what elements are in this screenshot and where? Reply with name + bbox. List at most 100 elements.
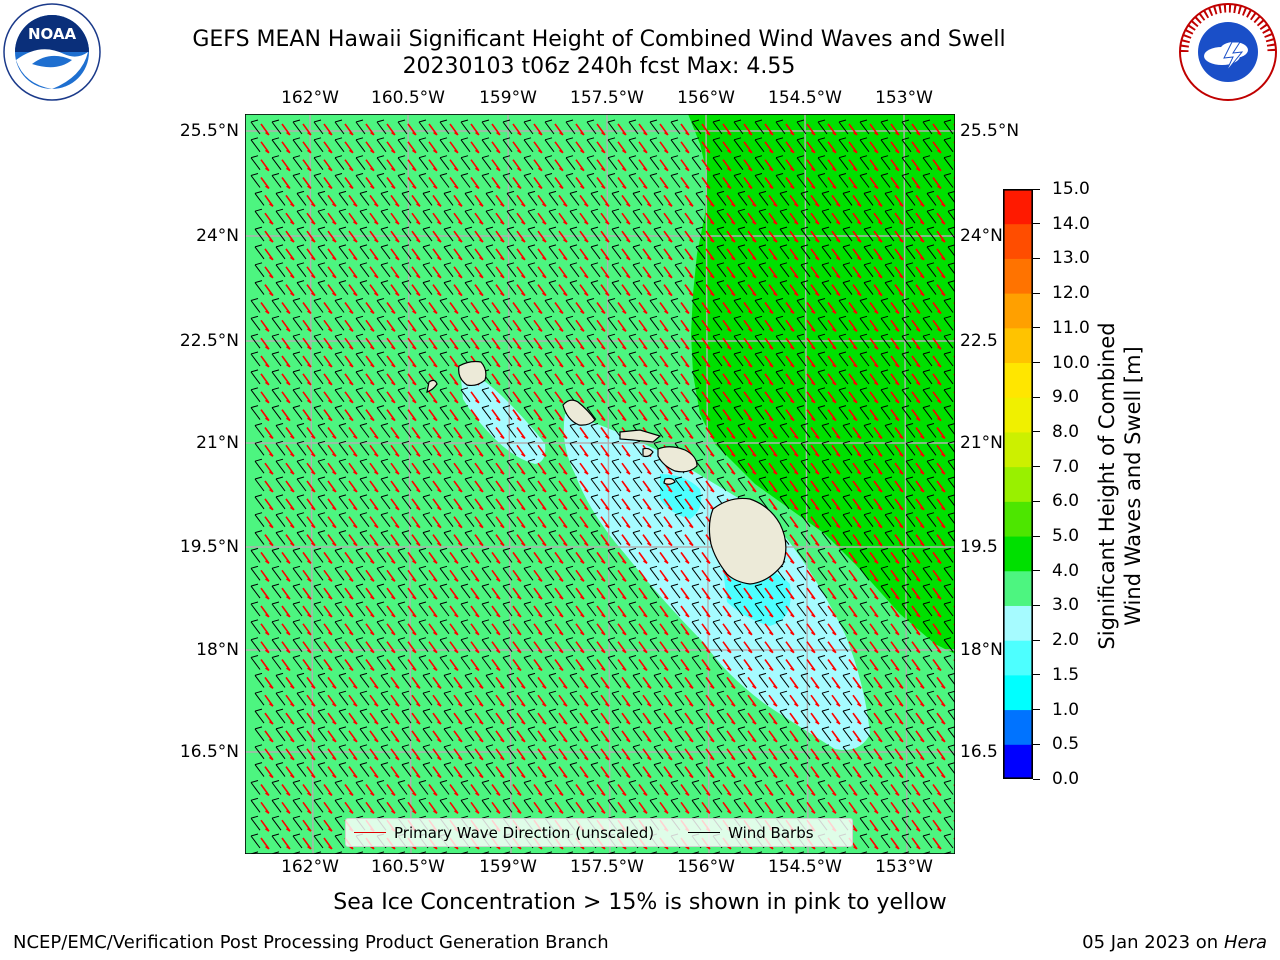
wave-direction-arrows — [260, 123, 955, 850]
colorbar-tick-label: 10.0 — [1052, 352, 1090, 373]
lon-label-top-0: 162°W — [281, 88, 339, 108]
colorbar-segment — [1003, 258, 1033, 294]
colorbar-segment — [1003, 327, 1033, 364]
colorbar-tick-label: 3.0 — [1052, 595, 1080, 616]
colorbar-segment — [1003, 501, 1033, 537]
map-legend: Primary Wave Direction (unscaled) Wind B… — [345, 818, 853, 847]
colorbar-tick-label: 11.0 — [1052, 317, 1090, 338]
lon-label-top-3: 157.5°W — [570, 88, 644, 108]
lat-label-left-3: 21°N — [196, 433, 239, 453]
colorbar-segment — [1003, 536, 1033, 572]
colorbar-tick-label: 13.0 — [1052, 248, 1090, 269]
lat-label-right-5: 18°N — [960, 640, 1003, 660]
colorbar-tick-label: 8.0 — [1052, 421, 1080, 442]
footer-date-text: 05 Jan 2023 on — [1082, 932, 1219, 953]
colorbar-tick-mark — [1033, 778, 1040, 780]
colorbar-tick-mark — [1033, 639, 1040, 641]
wave-direction-legend-label: Primary Wave Direction (unscaled) — [394, 823, 655, 842]
colorbar-tick-label: 0.5 — [1052, 734, 1080, 755]
lon-label-top-6: 153°W — [875, 88, 933, 108]
island-kahoolawe — [663, 477, 676, 485]
colorbar-tick-mark — [1033, 188, 1040, 190]
lon-label-bottom-0: 162°W — [281, 857, 339, 877]
colorbar-tick-mark — [1033, 500, 1040, 502]
colorbar-label-line1: Significant Height of Combined — [1095, 322, 1119, 650]
wave-height-map — [245, 114, 955, 854]
noaa-logo: NOAA — [3, 3, 101, 101]
colorbar-tick-mark — [1033, 292, 1040, 294]
colorbar-segment — [1003, 674, 1033, 711]
colorbar-segment — [1003, 744, 1033, 779]
footer-credit: NCEP/EMC/Verification Post Processing Pr… — [13, 932, 609, 953]
colorbar-tick-mark — [1033, 570, 1040, 572]
colorbar-tick-mark — [1033, 604, 1040, 606]
colorbar-segment — [1003, 640, 1033, 676]
colorbar-segment — [1003, 397, 1033, 433]
colorbar-tick-label: 6.0 — [1052, 491, 1080, 512]
colorbar-tick-label: 14.0 — [1052, 213, 1090, 234]
colorbar-segment — [1003, 189, 1033, 225]
colorbar-label: Significant Height of Combined Wind Wave… — [1094, 322, 1146, 649]
lat-label-right-3: 21°N — [960, 433, 1003, 453]
colorbar-tick-mark — [1033, 709, 1040, 711]
colorbar-tick-label: 5.0 — [1052, 526, 1080, 547]
colorbar-tick-label: 0.0 — [1052, 769, 1080, 789]
lon-label-top-2: 159°W — [479, 88, 537, 108]
chart-title: GEFS MEAN Hawaii Significant Height of C… — [192, 27, 1006, 52]
colorbar-segment — [1003, 362, 1033, 398]
colorbar-segment — [1003, 431, 1033, 468]
wind-barb-legend-label: Wind Barbs — [728, 823, 814, 842]
colorbar-label-line2: Wind Waves and Swell [m] — [1121, 346, 1145, 626]
wind-barb-swatch — [688, 832, 721, 833]
colorbar-tick-mark — [1033, 223, 1040, 225]
lon-label-top-1: 160.5°W — [371, 88, 445, 108]
colorbar-tick-label: 2.0 — [1052, 630, 1080, 651]
colorbar-tick-mark — [1033, 743, 1040, 745]
colorbar-tick-mark — [1033, 431, 1040, 433]
colorbar-tick-mark — [1033, 535, 1040, 537]
lat-label-left-5: 18°N — [196, 640, 239, 660]
colorbar-tick-mark — [1033, 674, 1040, 676]
lat-label-right-1: 24°N — [960, 226, 1003, 246]
chart-subtitle: 20230103 t06z 240h fcst Max: 4.55 — [402, 54, 796, 79]
island-niihau — [426, 379, 438, 393]
colorbar-tick-label: 1.5 — [1052, 664, 1080, 685]
footer-date: 05 Jan 2023 on Hera — [1082, 932, 1267, 953]
lon-label-bottom-3: 157.5°W — [570, 857, 644, 877]
colorbar-tick-label: 12.0 — [1052, 283, 1090, 304]
colorbar-tick-mark — [1033, 257, 1040, 259]
colorbar-segment — [1003, 570, 1033, 606]
lat-label-left-4: 19.5°N — [179, 537, 239, 557]
lat-label-right-0: 25.5°N — [960, 121, 1020, 141]
wave-field-2-3m-main — [563, 414, 870, 750]
lat-label-left-1: 24°N — [196, 226, 239, 246]
lat-label-right-4: 19.5 — [960, 537, 998, 557]
lat-label-left-6: 16.5°N — [179, 742, 239, 762]
island-molokai — [619, 429, 662, 443]
lon-label-top-5: 154.5°W — [768, 88, 842, 108]
wave-field-2-3m-kauai — [460, 369, 546, 464]
islands — [426, 360, 787, 585]
lon-label-bottom-4: 156°W — [677, 857, 735, 877]
colorbar-tick-mark — [1033, 327, 1040, 329]
colorbar-segment — [1003, 605, 1033, 641]
wind-barb-glyphs — [250, 119, 955, 854]
lat-label-left-0: 25.5°N — [179, 121, 239, 141]
lat-label-right-2: 22.5 — [960, 331, 998, 351]
colorbar-tick-mark — [1033, 466, 1040, 468]
colorbar-tick-label: 4.0 — [1052, 560, 1080, 581]
colorbar-segment — [1003, 223, 1033, 259]
wave-direction-swatch — [354, 832, 386, 833]
colorbar-tick-label: 15.0 — [1052, 179, 1090, 199]
colorbar-tick-mark — [1033, 396, 1040, 398]
lon-label-bottom-5: 154.5°W — [768, 857, 842, 877]
lat-label-right-6: 16.5 — [960, 742, 998, 762]
lat-label-left-2: 22.5°N — [179, 331, 239, 351]
colorbar-tick-label: 7.0 — [1052, 456, 1080, 477]
colorbar-segment — [1003, 466, 1033, 502]
svg-text:NOAA: NOAA — [28, 25, 77, 43]
wind-barbs — [250, 119, 955, 854]
island-kauai — [458, 360, 487, 387]
colorbar — [1003, 189, 1033, 779]
lon-label-bottom-2: 159°W — [479, 857, 537, 877]
